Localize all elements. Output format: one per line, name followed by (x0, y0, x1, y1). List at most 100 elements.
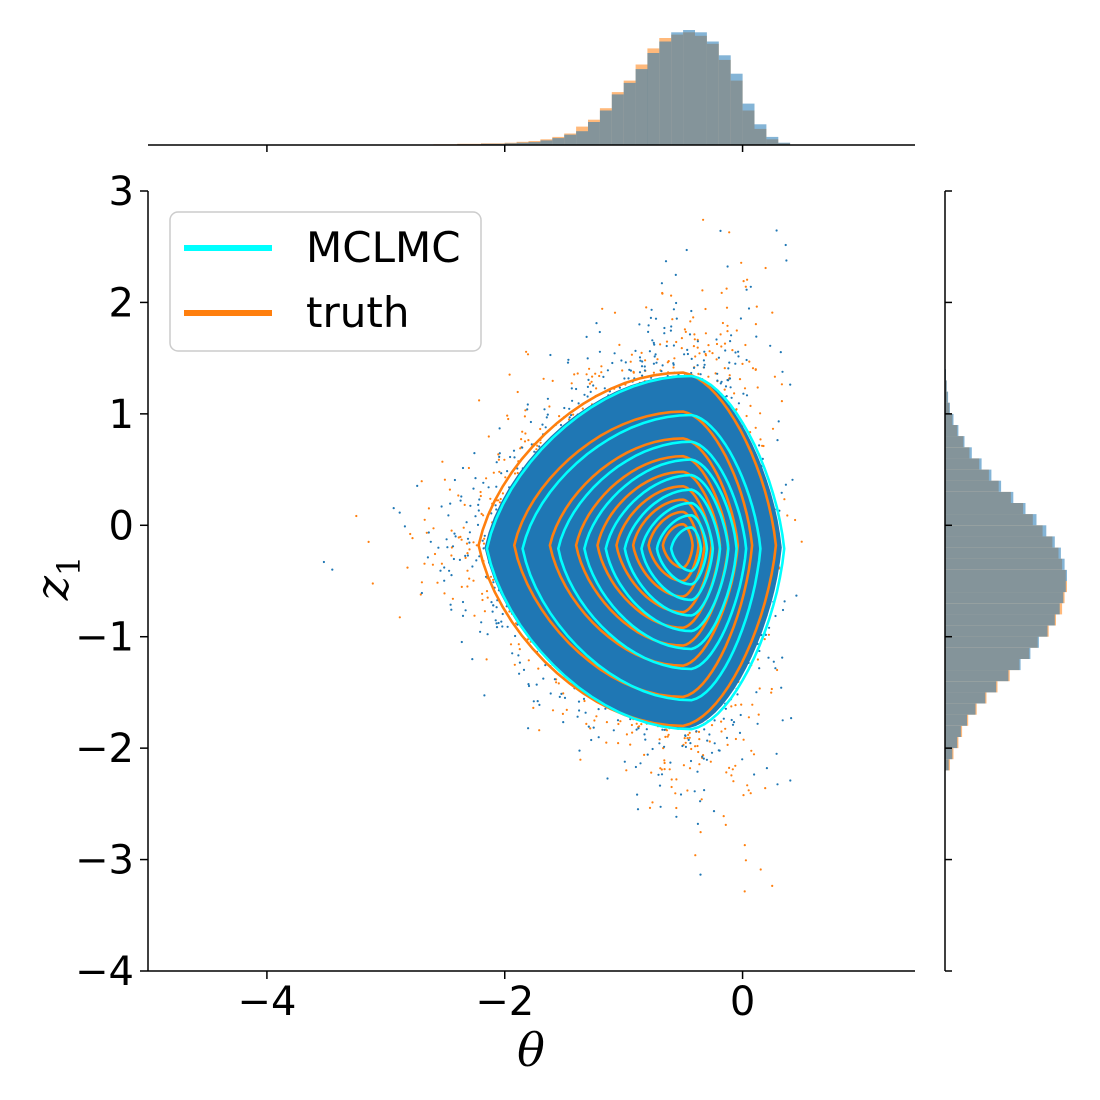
hist-bar-mclmc (647, 53, 660, 145)
scatter-point (749, 404, 752, 407)
scatter-point (696, 744, 699, 748)
scatter-point (663, 759, 666, 762)
hist-bar-mclmc (611, 94, 624, 145)
scatter-point (652, 371, 656, 374)
scatter-point (544, 426, 547, 429)
scatter-point (726, 324, 729, 327)
scatter-point (715, 342, 719, 346)
scatter-point (747, 716, 751, 719)
scatter-point (521, 430, 524, 433)
scatter-point (481, 592, 484, 595)
scatter-point (749, 792, 752, 795)
scatter-point (724, 823, 727, 827)
scatter-points (322, 218, 803, 893)
scatter-point (423, 518, 426, 521)
scatter-point (738, 731, 742, 735)
scatter-point (734, 764, 737, 767)
scatter-point (590, 380, 593, 383)
scatter-point (734, 351, 737, 354)
scatter-point (409, 532, 412, 536)
scatter-point (465, 542, 469, 545)
scatter-point (601, 307, 604, 310)
scatter-point (468, 577, 471, 580)
scatter-point (680, 337, 684, 340)
scatter-point (755, 335, 758, 338)
hist-bar-mclmc (516, 142, 529, 145)
scatter-point (740, 261, 743, 264)
scatter-point (537, 667, 540, 670)
hist-bar-mclmc (945, 547, 1061, 559)
scatter-point (557, 682, 560, 685)
scatter-point (675, 778, 678, 781)
scatter-point (740, 703, 743, 706)
scatter-point (460, 585, 463, 589)
scatter-point (693, 333, 696, 336)
scatter-point (605, 721, 609, 724)
scatter-point (732, 780, 735, 783)
scatter-point (526, 638, 530, 641)
scatter-point (800, 540, 803, 543)
scatter-point (744, 343, 747, 347)
hist-bar-mclmc (945, 469, 992, 481)
scatter-point (585, 373, 588, 376)
hist-bar-mclmc (588, 122, 600, 145)
scatter-point (694, 745, 697, 748)
scatter-point (663, 745, 666, 748)
scatter-point (756, 658, 760, 661)
scatter-point (432, 527, 435, 530)
scatter-point (450, 554, 453, 557)
scatter-point (518, 648, 521, 651)
scatter-point (519, 447, 522, 450)
scatter-point (492, 471, 495, 474)
scatter-point (743, 387, 747, 390)
scatter-point (539, 441, 542, 444)
scatter-point (666, 735, 669, 738)
scatter-point (471, 565, 474, 568)
hist-bar-mclmc (576, 131, 588, 145)
scatter-point (632, 371, 635, 374)
hist-bar-mclmc (945, 581, 1066, 593)
hist-bar-mclmc (945, 614, 1055, 626)
scatter-point (686, 789, 689, 792)
scatter-point (743, 844, 746, 847)
scatter-point (490, 601, 493, 604)
scatter-point (758, 649, 761, 653)
scatter-point (644, 359, 647, 362)
hist-bar-mclmc (945, 558, 1065, 570)
scatter-point (723, 342, 727, 345)
scatter-point (492, 578, 495, 582)
scatter-point (618, 343, 621, 346)
scatter-point (523, 440, 527, 443)
scatter-point (600, 371, 603, 374)
scatter-point (411, 537, 414, 540)
scatter-point (635, 722, 638, 725)
scatter-point (406, 566, 409, 569)
scatter-point (572, 413, 575, 416)
scatter-point (355, 514, 358, 518)
scatter-point (759, 438, 762, 441)
scatter-point (573, 373, 576, 376)
scatter-point (530, 443, 533, 446)
scatter-point (668, 768, 671, 771)
hist-bar-mclmc (945, 725, 961, 737)
scatter-point (762, 444, 765, 448)
hist-bar-mclmc (552, 138, 565, 145)
scatter-point (735, 329, 738, 332)
scatter-point (448, 488, 451, 491)
scatter-point (443, 478, 446, 481)
hist-bar-mclmc (945, 748, 953, 760)
scatter-point (527, 439, 530, 442)
scatter-point (551, 379, 554, 382)
hist-bar-mclmc (564, 134, 577, 145)
hist-bar-mclmc (945, 592, 1064, 604)
scatter-point (773, 375, 777, 378)
scatter-point (720, 291, 723, 294)
scatter-point (436, 581, 439, 584)
scatter-point (486, 596, 489, 599)
scatter-point (759, 412, 762, 415)
hist-bar-mclmc (742, 103, 755, 145)
scatter-point (542, 677, 545, 680)
scatter-point (675, 806, 678, 810)
scatter-point (659, 805, 662, 808)
